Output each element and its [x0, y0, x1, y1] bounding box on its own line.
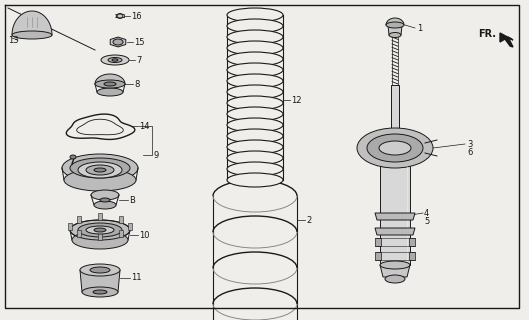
Ellipse shape	[379, 141, 411, 155]
Ellipse shape	[70, 155, 76, 159]
Text: 15: 15	[134, 37, 144, 46]
Text: 14: 14	[139, 122, 150, 131]
Ellipse shape	[386, 22, 404, 28]
Ellipse shape	[227, 107, 283, 121]
Ellipse shape	[78, 223, 122, 237]
Polygon shape	[68, 223, 72, 230]
Ellipse shape	[389, 33, 401, 37]
Polygon shape	[119, 216, 123, 223]
Ellipse shape	[93, 290, 107, 294]
Polygon shape	[12, 11, 52, 35]
Ellipse shape	[380, 261, 410, 269]
Ellipse shape	[90, 267, 110, 273]
Ellipse shape	[70, 158, 130, 178]
Polygon shape	[380, 265, 410, 277]
Ellipse shape	[108, 58, 122, 62]
Ellipse shape	[227, 129, 283, 143]
Text: 7: 7	[136, 55, 141, 65]
Ellipse shape	[91, 190, 119, 200]
Ellipse shape	[385, 275, 405, 283]
Text: 1: 1	[417, 23, 422, 33]
Ellipse shape	[82, 287, 118, 297]
Ellipse shape	[104, 82, 116, 86]
Ellipse shape	[227, 140, 283, 154]
Text: 11: 11	[131, 274, 141, 283]
Polygon shape	[380, 166, 410, 265]
Ellipse shape	[72, 231, 128, 249]
Polygon shape	[110, 37, 126, 47]
Polygon shape	[98, 213, 102, 220]
Text: 4: 4	[424, 209, 429, 218]
Text: 16: 16	[131, 12, 142, 20]
Ellipse shape	[97, 88, 123, 96]
Ellipse shape	[227, 173, 283, 187]
Ellipse shape	[227, 41, 283, 55]
Polygon shape	[98, 233, 102, 240]
Polygon shape	[409, 252, 415, 260]
Ellipse shape	[80, 264, 120, 276]
Ellipse shape	[94, 201, 116, 209]
Polygon shape	[66, 114, 135, 140]
Ellipse shape	[112, 59, 118, 61]
Polygon shape	[77, 119, 123, 135]
Polygon shape	[375, 228, 415, 235]
Polygon shape	[77, 230, 81, 237]
Ellipse shape	[62, 154, 138, 182]
Text: 13: 13	[8, 36, 19, 44]
Polygon shape	[409, 238, 415, 246]
Ellipse shape	[227, 74, 283, 88]
Ellipse shape	[94, 228, 106, 232]
Text: 6: 6	[467, 148, 472, 156]
Polygon shape	[119, 230, 123, 237]
Text: 5: 5	[424, 217, 429, 226]
Polygon shape	[388, 25, 402, 35]
Polygon shape	[386, 18, 404, 25]
Polygon shape	[391, 85, 399, 150]
Ellipse shape	[227, 85, 283, 99]
Text: 9: 9	[153, 150, 158, 159]
Ellipse shape	[70, 220, 130, 240]
Polygon shape	[375, 252, 381, 260]
Ellipse shape	[64, 169, 136, 191]
Ellipse shape	[227, 63, 283, 77]
Ellipse shape	[95, 80, 125, 88]
Text: FR.: FR.	[478, 29, 496, 39]
Polygon shape	[128, 223, 132, 230]
Ellipse shape	[227, 30, 283, 44]
Ellipse shape	[227, 8, 283, 22]
Ellipse shape	[227, 96, 283, 110]
Ellipse shape	[86, 165, 114, 175]
Text: 3: 3	[467, 140, 472, 148]
Ellipse shape	[227, 151, 283, 165]
Ellipse shape	[12, 31, 52, 39]
Text: 12: 12	[291, 95, 302, 105]
Ellipse shape	[94, 168, 106, 172]
Ellipse shape	[113, 39, 123, 45]
Ellipse shape	[86, 226, 114, 234]
Ellipse shape	[101, 55, 129, 65]
Text: 2: 2	[306, 215, 311, 225]
Ellipse shape	[227, 162, 283, 176]
Text: B: B	[129, 196, 135, 204]
Ellipse shape	[227, 19, 283, 33]
Text: 10: 10	[139, 230, 150, 239]
Ellipse shape	[78, 162, 122, 178]
Text: 8: 8	[134, 79, 139, 89]
Ellipse shape	[367, 134, 423, 162]
Polygon shape	[95, 74, 125, 84]
Polygon shape	[375, 213, 415, 220]
Polygon shape	[77, 216, 81, 223]
Polygon shape	[375, 238, 381, 246]
Polygon shape	[80, 270, 120, 292]
Ellipse shape	[227, 52, 283, 66]
Polygon shape	[500, 33, 513, 47]
Ellipse shape	[100, 198, 110, 202]
Ellipse shape	[357, 128, 433, 168]
Ellipse shape	[227, 118, 283, 132]
Ellipse shape	[117, 14, 123, 18]
